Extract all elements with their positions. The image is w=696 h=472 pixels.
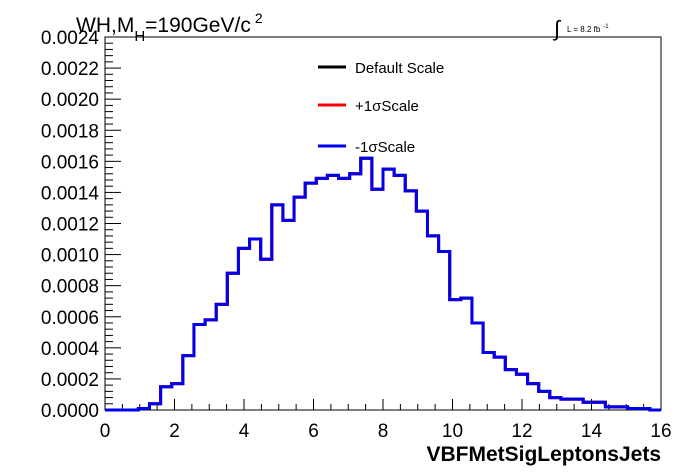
y-tick-label: 0.0020 — [41, 90, 99, 111]
y-tick-label: 0.0010 — [41, 246, 99, 267]
x-tick-label: 2 — [169, 421, 180, 442]
x-tick-label: 4 — [239, 421, 250, 442]
y-tick-label: 0.0016 — [41, 152, 99, 173]
x-axis-title: VBFMetSigLeptonsJets — [426, 443, 661, 466]
y-tick-label: 0.0006 — [41, 308, 99, 329]
x-tick-label: 14 — [581, 421, 603, 442]
x-tick-label: 12 — [511, 421, 532, 442]
integral-symbol: ∫ — [552, 16, 562, 41]
x-tick-label: 8 — [378, 421, 389, 442]
series-line-3 — [105, 156, 661, 412]
y-tick-label: 0.0014 — [41, 183, 100, 204]
y-tick-label: 0.0000 — [41, 401, 99, 422]
y-tick-label: 0.0022 — [41, 59, 99, 80]
y-tick-label: 0.0004 — [41, 339, 100, 360]
y-tick-label: 0.0002 — [41, 370, 99, 391]
legend: Default Scale +1σScale -1σScale — [318, 60, 444, 156]
x-tick-label: 0 — [100, 421, 111, 442]
chart-title: WH,MH=190GeV/c 2 — [76, 10, 263, 45]
y-tick-label: 0.0024 — [41, 28, 100, 49]
y-tick-label: 0.0008 — [41, 277, 99, 298]
legend-label-3: -1σScale — [355, 139, 415, 156]
y-axis: 0.0000 0.0002 0.0004 0.0006 0.0008 0.0010 0.00… — [41, 28, 121, 422]
x-tick-label: 6 — [308, 421, 319, 442]
legend-label-2: +1σScale — [355, 98, 419, 115]
x-tick-label: 16 — [650, 421, 671, 442]
luminosity-text: L = 8.2 fb -1 — [567, 24, 609, 34]
y-tick-label: 0.0012 — [41, 215, 99, 236]
luminosity-label: ∫ L = 8.2 fb -1 — [552, 16, 609, 41]
y-tick-label: 0.0018 — [41, 121, 99, 142]
series-layer — [105, 156, 661, 412]
legend-label-1: Default Scale — [355, 60, 444, 77]
x-tick-label: 10 — [442, 421, 463, 442]
